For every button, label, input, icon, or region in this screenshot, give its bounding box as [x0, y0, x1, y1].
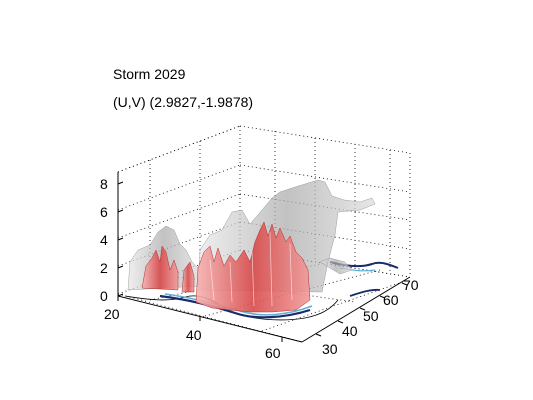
- y-tick-label: 40: [342, 323, 358, 339]
- x-tick-label: 20: [104, 306, 120, 322]
- surface-highlights: [209, 231, 293, 307]
- x-tick-label: 40: [186, 327, 202, 343]
- y-tick-label: 70: [403, 277, 419, 293]
- z-tick-label: 4: [100, 232, 108, 248]
- z-tick-label: 0: [100, 288, 108, 304]
- x-tick-label: 60: [265, 345, 281, 361]
- y-tick-label: 60: [383, 292, 399, 308]
- figure-subtitle: (U,V) (2.9827,-1.9878): [113, 94, 254, 110]
- tick-marks: [117, 181, 408, 342]
- y-tick-label: 30: [322, 341, 338, 357]
- z-tick-label: 6: [100, 204, 108, 220]
- z-tick-label: 2: [100, 260, 108, 276]
- figure-title: Storm 2029: [113, 66, 186, 82]
- y-tick-label: 50: [363, 308, 379, 324]
- tick-labels: 8 6 4 2 0 20 40 60 30 40 50 60 70: [100, 176, 419, 361]
- z-tick-label: 8: [100, 176, 108, 192]
- axes: [117, 172, 411, 343]
